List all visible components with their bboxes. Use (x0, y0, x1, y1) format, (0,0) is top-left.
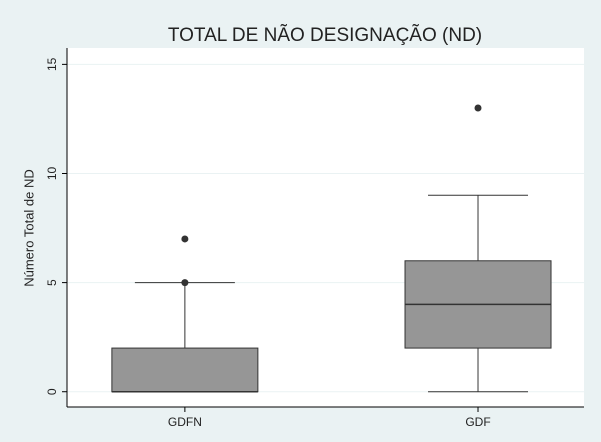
outlier (181, 279, 189, 287)
outlier (474, 104, 482, 112)
y-axis-label: Número Total de ND (21, 169, 36, 287)
y-tick-label: 10 (45, 166, 59, 180)
chart-title: TOTAL DE NÃO DESIGNAÇÃO (ND) (168, 24, 482, 46)
outlier (181, 235, 189, 243)
y-tick-label: 5 (45, 279, 59, 286)
x-tick-label: GDFN (168, 415, 202, 429)
x-tick-label: GDF (465, 415, 490, 429)
box (111, 347, 259, 393)
y-tick-label: 15 (45, 57, 59, 71)
y-tick-label: 0 (45, 388, 59, 395)
